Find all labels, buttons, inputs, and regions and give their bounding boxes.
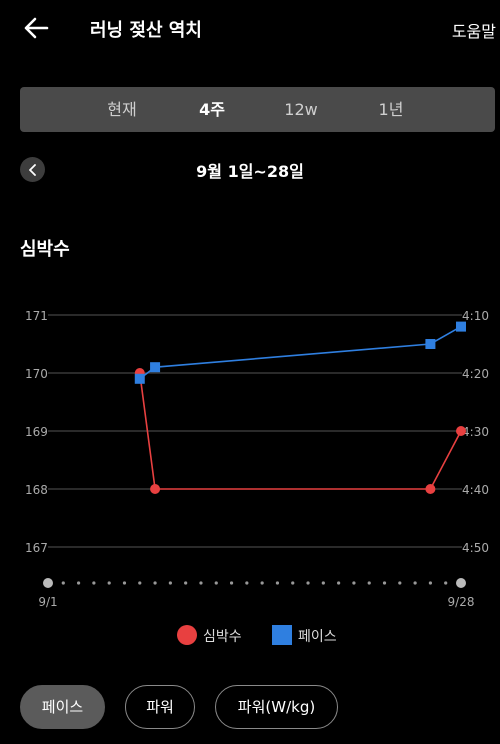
chip-power[interactable]: 파워: [125, 685, 195, 729]
chip-power-per-kg[interactable]: 파워(W/kg): [215, 685, 338, 729]
chevron-left-icon: [28, 163, 36, 176]
section-title: 심박수: [20, 239, 70, 260]
pace-line: [139, 325, 462, 380]
x-axis-dot: [337, 581, 341, 585]
pace-point: [456, 321, 466, 332]
legend-heart-rate: [177, 625, 197, 645]
x-axis-endpoint: [43, 578, 53, 588]
heart-rate-point: [456, 426, 466, 436]
x-axis-dot: [413, 581, 417, 585]
left-axis-tick-label: 168: [25, 483, 48, 497]
x-axis-dot: [306, 581, 310, 585]
right-axis-tick-label: 4:10: [462, 309, 489, 323]
x-axis-dot: [229, 581, 234, 585]
date-range-label: 9월 1일~28일: [196, 162, 304, 181]
x-axis-dot: [184, 581, 188, 585]
x-axis-dot: [122, 581, 127, 585]
legend-pace: [272, 625, 292, 645]
previous-period-button[interactable]: [20, 157, 45, 182]
x-axis-dot: [199, 581, 203, 585]
x-axis-dot: [352, 581, 356, 585]
left-axis-tick-label: 169: [25, 425, 48, 439]
x-axis-tick-label: 9/1: [38, 595, 57, 609]
arrow-left-icon: [24, 17, 49, 39]
legend-pace-label: 페이스: [298, 629, 337, 645]
tab-12-weeks[interactable]: 12w: [284, 100, 318, 119]
pace-point: [134, 373, 145, 384]
heart-rate-point: [425, 484, 436, 494]
left-axis-tick-label: 170: [25, 367, 48, 381]
pace-legend-marker: [272, 625, 292, 645]
heart-rate-line: [138, 372, 462, 490]
x-axis-dot: [61, 581, 65, 585]
right-axis-tick-label: 4:30: [462, 425, 489, 439]
x-axis-dot: [138, 581, 142, 585]
x-axis-dot: [382, 581, 387, 585]
page-title: 러닝 젖산 역치: [90, 20, 202, 41]
x-axis-dot: [275, 581, 280, 585]
help-link[interactable]: 도움말: [451, 22, 496, 41]
right-axis-tick-label: 4:20: [462, 367, 489, 381]
x-axis-dot: [76, 581, 81, 585]
x-axis-dot: [214, 581, 218, 585]
right-axis-tick-label: 4:50: [462, 541, 489, 555]
x-axis-dot: [321, 581, 325, 585]
x-axis-dot: [367, 581, 371, 585]
heart-rate-legend-marker: [177, 625, 197, 645]
x-axis-dot: [245, 581, 249, 585]
tab-current[interactable]: 현재: [107, 100, 137, 119]
heart-rate-point: [150, 484, 161, 494]
x-axis-dot: [398, 581, 402, 585]
heart-rate-pace-chart: 171 170 169 168 167 4:10 4:20 4:30 4:40 4:50 9/1 9/…: [25, 309, 489, 609]
tab-4-weeks[interactable]: 4주: [199, 100, 225, 119]
left-axis-tick-label: 171: [25, 309, 48, 323]
x-axis-dot: [444, 581, 448, 585]
chip-pace[interactable]: 페이스: [20, 685, 105, 729]
period-segmented-control: 현재 4주 12w 1년: [20, 87, 495, 132]
tab-1-year[interactable]: 1년: [378, 100, 404, 119]
pace-point: [150, 362, 161, 373]
x-axis-dot: [168, 581, 172, 585]
left-axis-tick-label: 167: [25, 541, 48, 555]
x-axis-dot: [291, 581, 295, 585]
x-axis-endpoint: [456, 578, 466, 588]
x-axis-dot: [107, 581, 111, 585]
back-button[interactable]: [16, 12, 56, 44]
pace-point: [425, 339, 436, 349]
x-axis-dot: [92, 581, 96, 585]
x-axis-tick-label: 9/28: [448, 595, 475, 609]
right-axis-tick-label: 4:40: [462, 483, 489, 497]
legend-heart-rate-label: 심박수: [203, 629, 242, 645]
x-axis-dot: [260, 581, 264, 585]
x-axis-dot: [153, 581, 157, 585]
x-axis-dot: [428, 581, 433, 585]
